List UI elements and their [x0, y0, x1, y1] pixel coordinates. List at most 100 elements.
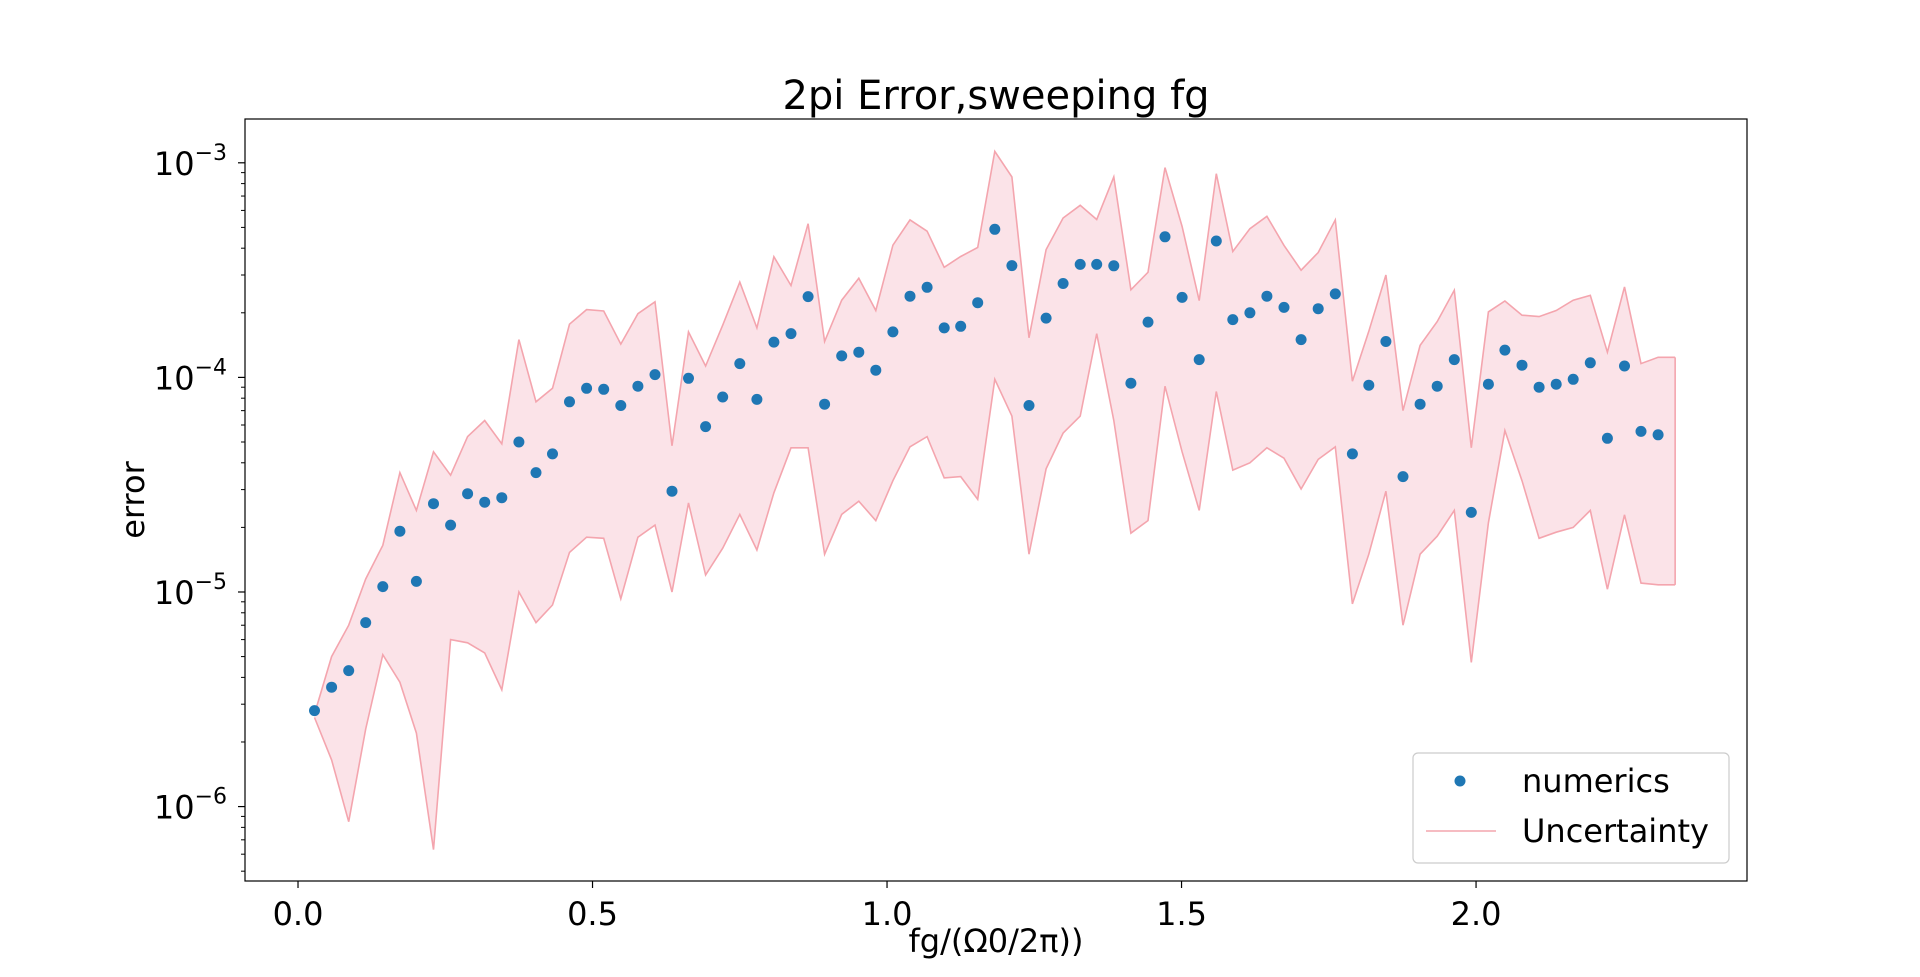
plot-frame — [244, 118, 1748, 882]
data-point — [1635, 425, 1647, 437]
x-tick-label: 2.0 — [1451, 895, 1502, 933]
legend: numerics Uncertainty — [1412, 752, 1730, 864]
data-point — [649, 369, 661, 381]
data-point — [343, 665, 355, 677]
data-point — [1482, 378, 1494, 390]
data-point — [1040, 312, 1052, 324]
data-point — [309, 705, 320, 717]
data-point — [1295, 334, 1307, 346]
data-point — [1465, 506, 1477, 518]
data-point — [853, 346, 865, 358]
data-point — [530, 467, 542, 479]
data-point — [1431, 380, 1443, 392]
data-point — [410, 575, 422, 587]
data-point — [921, 281, 933, 293]
data-point — [1619, 360, 1630, 372]
data-point — [836, 350, 848, 362]
data-point — [377, 581, 389, 593]
y-tick-label: 10−3 — [154, 141, 227, 183]
data-point — [632, 380, 644, 392]
data-point — [1652, 429, 1664, 441]
legend-numerics-marker — [1454, 775, 1466, 787]
y-tick-label: 10−4 — [154, 355, 227, 397]
data-point — [394, 525, 406, 537]
data-point — [666, 485, 678, 497]
x-tick-label: 0.0 — [273, 895, 324, 933]
data-point — [360, 617, 372, 629]
data-point — [802, 291, 814, 303]
data-point — [615, 400, 627, 411]
data-point — [445, 519, 457, 531]
data-point — [955, 320, 967, 332]
y-axis: 10−6 10−5 10−4 10−3 — [154, 141, 245, 872]
data-point — [1210, 235, 1222, 247]
numerics-series — [309, 223, 1664, 717]
data-point — [1601, 432, 1613, 444]
x-axis-label: fg/(Ω0/2π)) — [908, 922, 1083, 960]
data-point — [1516, 359, 1528, 371]
data-point — [1499, 344, 1511, 356]
data-point — [1142, 316, 1154, 328]
data-point — [1244, 307, 1256, 319]
data-point — [1006, 260, 1018, 272]
uncertainty-lower-line — [313, 333, 1676, 850]
x-tick-label: 0.5 — [567, 895, 618, 933]
data-point — [700, 421, 712, 433]
data-point — [768, 336, 780, 348]
data-point — [1261, 290, 1273, 302]
data-point — [989, 223, 1001, 235]
uncertainty-fill — [314, 151, 1676, 850]
data-point — [751, 393, 763, 405]
data-point — [1108, 260, 1120, 272]
data-point — [1057, 278, 1069, 289]
x-axis: 0.0 0.5 1.0 1.5 2.0 — [273, 881, 1502, 933]
data-point — [479, 496, 491, 508]
data-point — [1227, 314, 1239, 326]
data-point — [1074, 258, 1086, 270]
data-point — [564, 396, 575, 408]
data-point — [428, 498, 439, 510]
data-point — [1346, 448, 1358, 460]
data-point — [1125, 377, 1137, 389]
legend-uncertainty-label: Uncertainty — [1522, 812, 1709, 850]
data-point — [1533, 381, 1545, 393]
data-point — [462, 488, 474, 500]
data-point — [904, 290, 916, 302]
data-point — [785, 328, 797, 340]
chart-title: 2pi Error,sweeping fg — [782, 73, 1209, 119]
data-point — [1380, 336, 1392, 347]
data-point — [683, 372, 694, 384]
data-point — [1414, 398, 1426, 410]
data-point — [1176, 291, 1188, 303]
uncertainty-band — [313, 149, 1676, 850]
data-point — [1329, 288, 1341, 300]
data-point — [1278, 301, 1290, 313]
data-point — [1448, 354, 1460, 366]
data-point — [1091, 258, 1103, 270]
data-point — [972, 297, 984, 309]
data-point — [1397, 471, 1409, 483]
x-tick-label: 1.0 — [862, 895, 913, 933]
data-point — [1193, 354, 1205, 366]
y-tick-label: 10−5 — [154, 570, 227, 612]
x-tick-label: 1.5 — [1156, 895, 1207, 933]
data-point — [1550, 378, 1562, 390]
y-tick-label: 10−6 — [154, 785, 227, 827]
uncertainty-upper-line — [313, 149, 1676, 715]
data-point — [1584, 357, 1596, 369]
data-point — [1312, 303, 1324, 315]
data-point — [1159, 231, 1171, 243]
data-point — [547, 448, 558, 460]
data-point — [581, 382, 593, 394]
data-point — [513, 436, 525, 448]
data-point — [1567, 373, 1579, 385]
data-point — [938, 322, 950, 334]
data-point — [1023, 400, 1035, 411]
data-point — [598, 383, 610, 395]
data-point — [717, 391, 729, 403]
data-point — [496, 492, 508, 504]
data-point — [870, 364, 882, 376]
y-axis-label: error — [114, 460, 152, 538]
legend-frame — [1412, 752, 1730, 864]
